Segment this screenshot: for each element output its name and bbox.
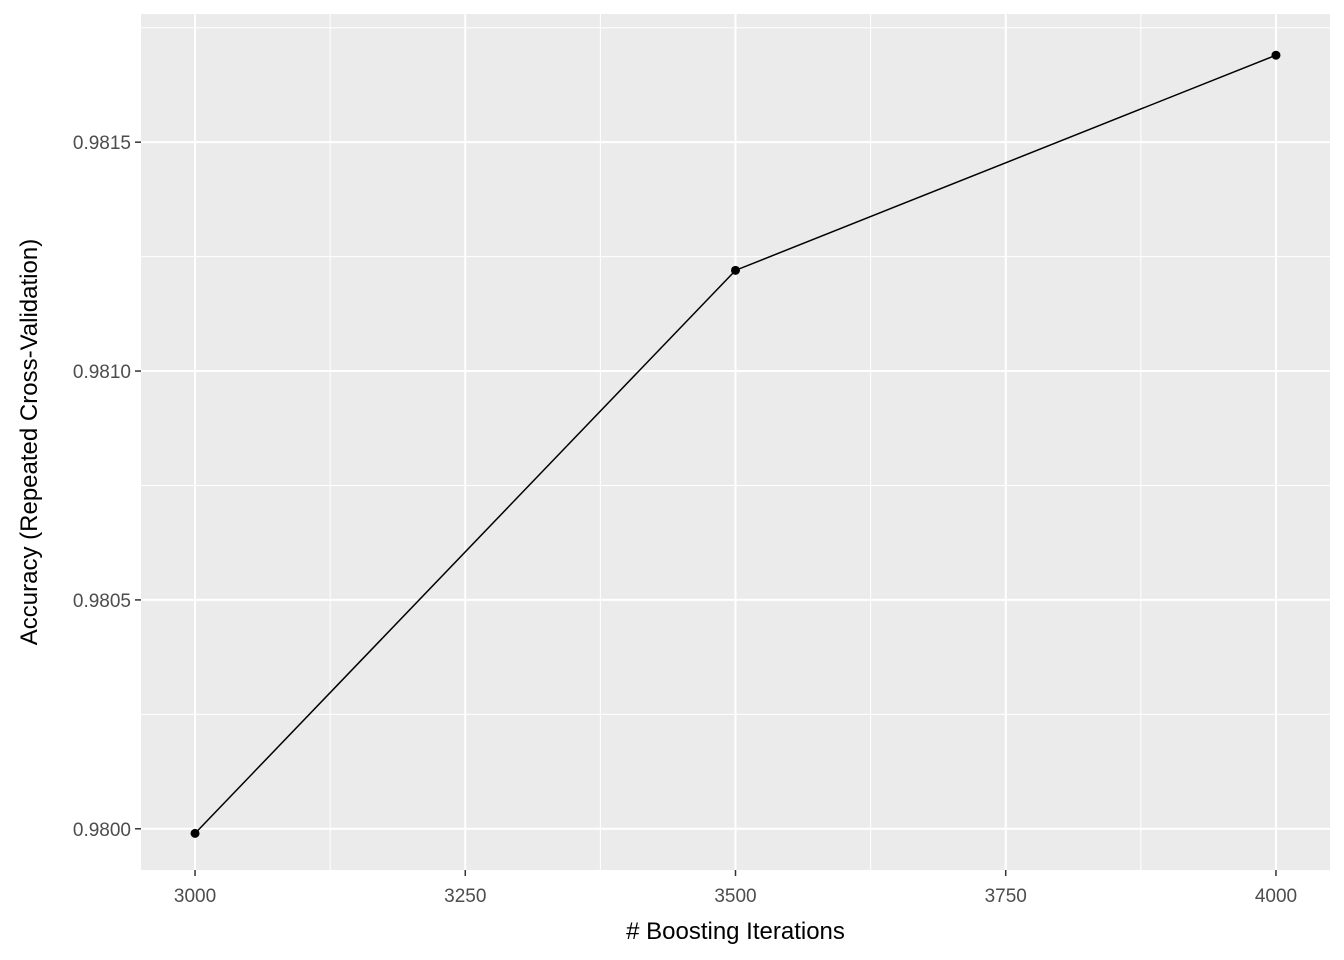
x-axis-title: # Boosting Iterations [626, 918, 845, 945]
axis-ticks [135, 141, 1277, 876]
y-tick-label: 0.9805 [73, 591, 131, 612]
y-axis-title: Accuracy (Repeated Cross-Validation) [16, 239, 43, 645]
y-tick-label: 0.9810 [73, 362, 131, 383]
data-point [731, 265, 740, 275]
x-tick-label: 3250 [444, 886, 486, 907]
x-tick-label: 3000 [174, 886, 216, 907]
tick-labels: 3000 3250 3500 3750 4000 0.9800 0.9805 0.9810 0.… [73, 133, 1297, 907]
data-point [190, 828, 200, 838]
x-tick-label: 4000 [1255, 886, 1297, 907]
data-series [190, 50, 1281, 838]
x-tick-label: 3500 [714, 886, 756, 907]
y-tick-label: 0.9800 [73, 820, 131, 841]
data-point [1271, 50, 1281, 60]
x-tick-label: 3750 [985, 886, 1027, 907]
major-gridlines [141, 14, 1330, 870]
y-tick-label: 0.9815 [73, 133, 131, 154]
